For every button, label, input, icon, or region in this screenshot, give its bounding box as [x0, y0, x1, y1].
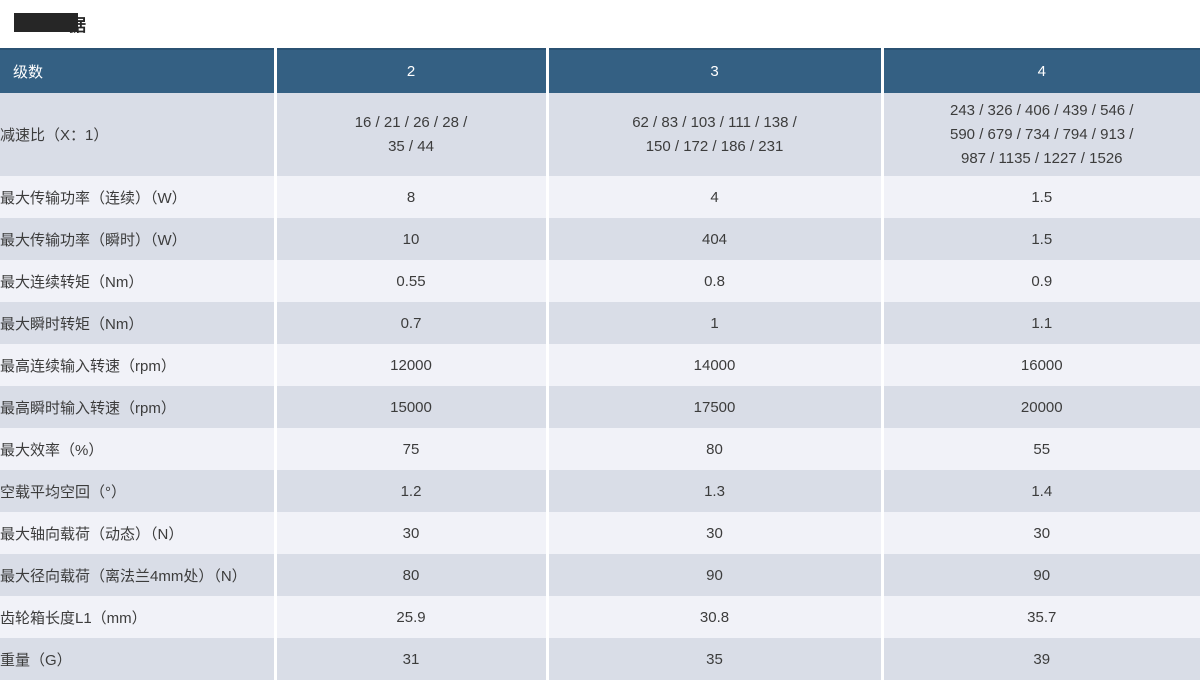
row-label: 最高瞬时输入转速（rpm）	[0, 386, 275, 428]
table-row: 最大连续转矩（Nm） 0.55 0.8 0.9	[0, 260, 1200, 302]
row-label: 最大效率（%）	[0, 428, 275, 470]
cell-value: 14000	[545, 344, 882, 386]
cell-value: 0.7	[273, 302, 547, 344]
cell-value: 62 / 83 / 103 / 111 / 138 / 150 / 172 / 1…	[545, 93, 882, 176]
cell-value: 4	[545, 176, 882, 218]
cell-value: 1.3	[545, 470, 882, 512]
row-label: 重量（G）	[0, 638, 275, 680]
cell-value: 1.2	[273, 470, 547, 512]
cell-value: 55	[880, 428, 1200, 470]
cell-value: 30	[545, 512, 882, 554]
cell-value: 35.7	[880, 596, 1200, 638]
cell-value: 1.5	[880, 176, 1200, 218]
cell-value: 35	[545, 638, 882, 680]
cell-value: 80	[545, 428, 882, 470]
cell-value: 80	[273, 554, 547, 596]
cell-value: 39	[880, 638, 1200, 680]
cell-value: 0.9	[880, 260, 1200, 302]
row-label: 齿轮箱长度L1（mm）	[0, 596, 275, 638]
table-row: 最大传输功率（连续）（W） 8 4 1.5	[0, 176, 1200, 218]
cell-value-line: 16 / 21 / 26 / 28 /	[354, 113, 468, 131]
row-label: 最大径向载荷（离法兰4mm处）（N）	[0, 554, 275, 596]
cell-value: 243 / 326 / 406 / 439 / 546 / 590 / 679 /…	[880, 93, 1200, 176]
row-label: 减速比（X：1）	[0, 93, 275, 176]
cell-value-line: 987 / 1135 / 1227 / 1526	[960, 149, 1123, 167]
cell-value: 12000	[273, 344, 547, 386]
cell-value: 1.1	[880, 302, 1200, 344]
cell-value-line: 62 / 83 / 103 / 111 / 138 /	[632, 113, 797, 131]
table-row: 最高瞬时输入转速（rpm） 15000 17500 20000	[0, 386, 1200, 428]
row-label: 最大瞬时转矩（Nm）	[0, 302, 275, 344]
table-row: 最高连续输入转速（rpm） 12000 14000 16000	[0, 344, 1200, 386]
table-row: 最大径向载荷（离法兰4mm处）（N） 80 90 90	[0, 554, 1200, 596]
cell-value: 0.55	[273, 260, 547, 302]
cell-value: 16000	[880, 344, 1200, 386]
cell-value: 10	[273, 218, 547, 260]
row-label: 最大传输功率（瞬时）（W）	[0, 218, 275, 260]
row-label: 最大传输功率（连续）（W）	[0, 176, 275, 218]
cell-value: 31	[273, 638, 547, 680]
column-header-rowlabel: 级数	[0, 49, 275, 93]
cell-value: 90	[880, 554, 1200, 596]
cell-value-line: 35 / 44	[388, 137, 434, 155]
cell-value: 16 / 21 / 26 / 28 / 35 / 44	[273, 93, 547, 176]
cell-value: 8	[273, 176, 547, 218]
table-body: 减速比（X：1） 16 / 21 / 26 / 28 / 35 / 44 62 / 8…	[0, 93, 1200, 680]
cell-value: 30	[880, 512, 1200, 554]
cell-value-line: 590 / 679 / 734 / 794 / 913 /	[950, 125, 1134, 143]
table-row: 重量（G） 31 35 39	[0, 638, 1200, 680]
cell-value: 1.5	[880, 218, 1200, 260]
cell-value: 90	[545, 554, 882, 596]
row-label: 最大连续转矩（Nm）	[0, 260, 275, 302]
cell-value-line: 150 / 172 / 186 / 231	[645, 137, 784, 155]
spec-table: 级数 2 3 4 减速比（X：1） 16 / 21 / 26 / 28 /35 / 44…	[0, 48, 1200, 680]
table-row: 最大效率（%） 75 80 55	[0, 428, 1200, 470]
column-header: 4	[880, 49, 1200, 93]
cell-value: 25.9	[273, 596, 547, 638]
table-header-row: 级数 2 3 4	[0, 49, 1200, 93]
column-header: 3	[545, 49, 882, 93]
cell-value-line: 243 / 326 / 406 / 439 / 546 /	[950, 101, 1134, 119]
table-row: 齿轮箱长度L1（mm） 25.9 30.8 35.7	[0, 596, 1200, 638]
cell-value: 75	[273, 428, 547, 470]
cell-value: 30.8	[545, 596, 882, 638]
cell-value: 0.8	[545, 260, 882, 302]
cell-value: 17500	[545, 386, 882, 428]
title-redaction-box	[14, 13, 78, 32]
table-row: 空载平均空回（°） 1.2 1.3 1.4	[0, 470, 1200, 512]
cell-value: 15000	[273, 386, 547, 428]
row-label: 最大轴向载荷（动态）（N）	[0, 512, 275, 554]
cell-value: 1	[545, 302, 882, 344]
cell-value: 1.4	[880, 470, 1200, 512]
table-row: 最大瞬时转矩（Nm） 0.7 1 1.1	[0, 302, 1200, 344]
cell-value: 20000	[880, 386, 1200, 428]
cell-value: 30	[273, 512, 547, 554]
row-label: 最高连续输入转速（rpm）	[0, 344, 275, 386]
page-title: 据	[0, 0, 1200, 48]
cell-value: 404	[545, 218, 882, 260]
table-row: 最大传输功率（瞬时）（W） 10 404 1.5	[0, 218, 1200, 260]
table-row: 最大轴向载荷（动态）（N） 30 30 30	[0, 512, 1200, 554]
row-label: 空载平均空回（°）	[0, 470, 275, 512]
table-row: 减速比（X：1） 16 / 21 / 26 / 28 / 35 / 44 62 / 8…	[0, 93, 1200, 176]
column-header: 2	[273, 49, 547, 93]
